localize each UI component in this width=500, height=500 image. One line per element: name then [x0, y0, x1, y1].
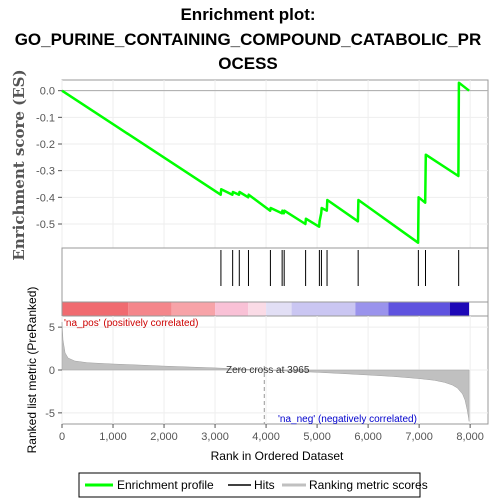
- enrichment-profile-line: [61, 81, 470, 244]
- es-y-axis: 0.0 -0.1 -0.2 -0.3 -0.4 -0.5: [36, 86, 62, 231]
- color-band-segment: [248, 302, 267, 316]
- color-band-segment: [388, 302, 450, 316]
- es-panel-frame: [61, 79, 489, 249]
- es-y-tick-label: -0.1: [36, 112, 55, 124]
- color-band-segment: [266, 302, 292, 316]
- legend-label-hits: Hits: [254, 478, 275, 492]
- hits-panel-frame: [61, 247, 489, 303]
- rank-color-band: [62, 302, 470, 316]
- es-y-axis-label: Enrichment score (ES): [10, 69, 28, 260]
- es-y-tick-label: 0.0: [40, 86, 55, 98]
- x-tick-label: 8,000: [456, 431, 484, 443]
- metric-y-tick-label: 0: [49, 365, 55, 377]
- x-tick-label: 1,000: [99, 431, 127, 443]
- legend-label-ranking-metric: Ranking metric scores: [309, 478, 428, 492]
- chart-title: Enrichment plot:: [180, 5, 315, 24]
- zero-cross-label: Zero cross at 3965: [226, 365, 310, 376]
- chart-subtitle-line2: OCESS: [218, 54, 278, 73]
- es-y-tick-label: -0.5: [36, 219, 55, 231]
- x-tick-label: 4,000: [252, 431, 280, 443]
- es-y-tick-label: -0.3: [36, 166, 55, 178]
- x-tick-label: 3,000: [201, 431, 229, 443]
- x-tick-label: 6,000: [354, 431, 382, 443]
- x-tick-label: 2,000: [150, 431, 178, 443]
- x-tick-label: 7,000: [405, 431, 433, 443]
- negative-correlation-label: 'na_neg' (negatively correlated): [278, 414, 417, 425]
- x-axis: 0 1,000 2,000 3,000 4,000 5,000 6,000 7,000 8,00…: [59, 424, 484, 443]
- metric-y-axis-label: Ranked list metric (PreRanked): [25, 287, 39, 454]
- color-band-segment: [449, 302, 470, 316]
- metric-y-axis: 5 0 -5: [45, 322, 62, 420]
- metric-y-tick-label: 5: [49, 322, 55, 334]
- es-y-tick-label: -0.2: [36, 139, 55, 151]
- color-band-segment: [215, 302, 249, 316]
- color-band-segment: [291, 302, 356, 316]
- metric-y-tick-label: -5: [45, 408, 55, 420]
- color-band-segment: [171, 302, 216, 316]
- es-y-tick-label: -0.4: [36, 192, 55, 204]
- chart-subtitle-line1: GO_PURINE_CONTAINING_COMPOUND_CATABOLIC_…: [15, 30, 482, 49]
- x-tick-label: 5,000: [303, 431, 331, 443]
- legend: Enrichment profile Hits Ranking metric s…: [78, 472, 428, 498]
- positive-correlation-label: 'na_pos' (positively correlated): [64, 318, 198, 329]
- legend-label-enrichment-profile: Enrichment profile: [117, 478, 214, 492]
- color-band-segment: [128, 302, 172, 316]
- x-axis-label: Rank in Ordered Dataset: [211, 449, 344, 463]
- hits-group: [220, 250, 460, 286]
- color-band-segment: [62, 302, 129, 316]
- x-tick-label: 0: [59, 431, 65, 443]
- ranking-metric-area: [61, 321, 470, 422]
- color-band-segment: [355, 302, 389, 316]
